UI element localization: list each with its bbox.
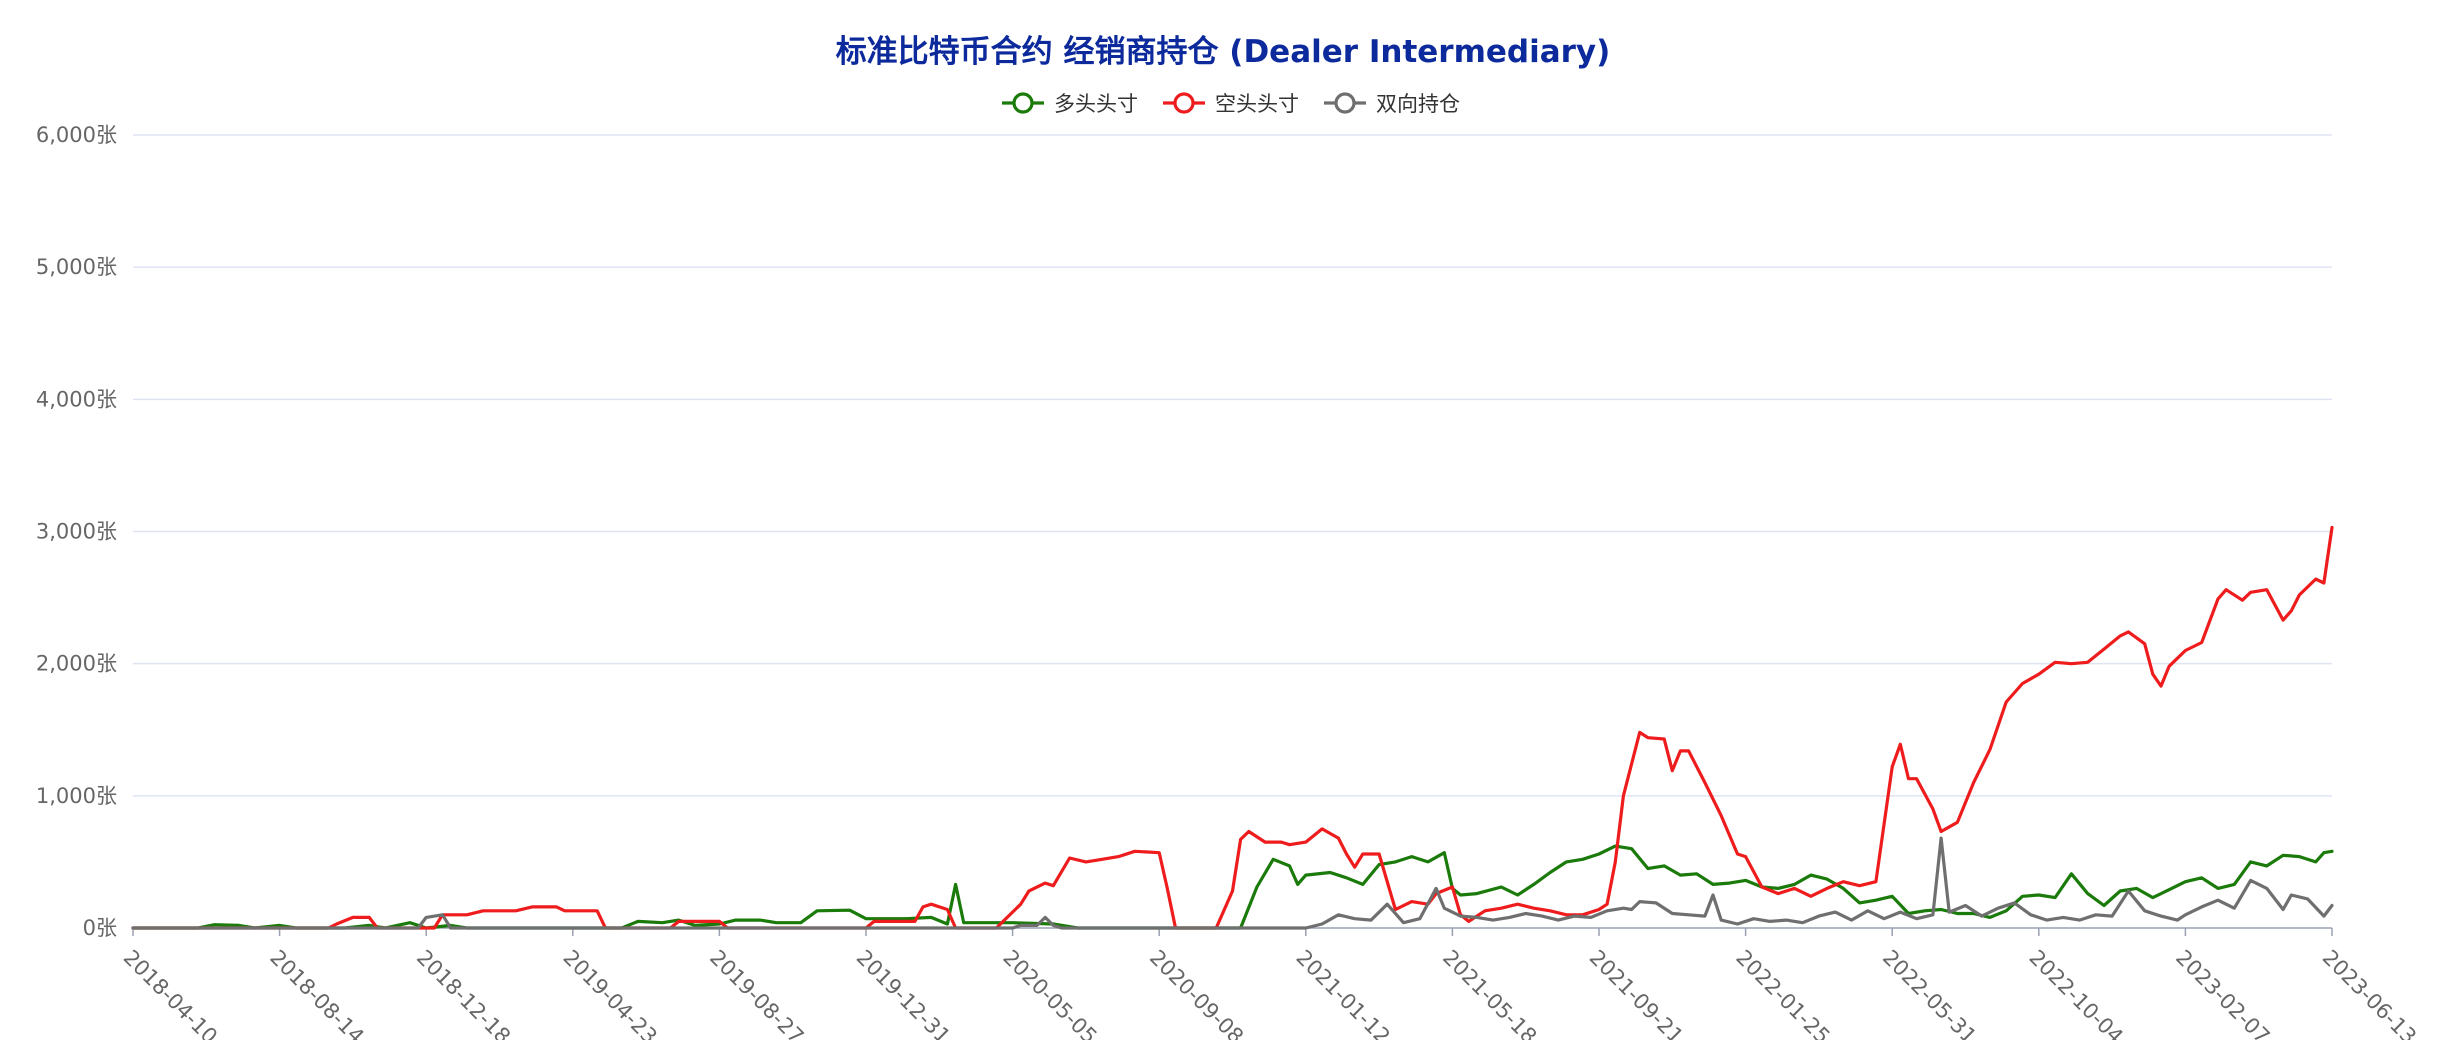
x-tick-label: 2022-10-04 bbox=[2025, 945, 2128, 1040]
x-tick-label: 2018-12-18 bbox=[412, 945, 515, 1040]
y-tick-label: 3,000张 bbox=[36, 520, 117, 544]
grid-lines bbox=[133, 134, 2332, 929]
x-axis: 2018-04-10 2018-08-14 2018-12-18 2019-04-23… bbox=[119, 928, 2421, 1044]
y-tick-label: 0张 bbox=[83, 916, 117, 940]
chart-title: 标准比特币合约 经销商持仓 (Dealer Intermediary) bbox=[836, 34, 1611, 70]
legend-marker bbox=[1334, 92, 1356, 114]
x-tick-label: 2021-05-18 bbox=[1438, 945, 1541, 1040]
x-tick-label: 2019-04-23 bbox=[559, 945, 662, 1040]
y-tick-label: 1,000张 bbox=[36, 784, 117, 808]
y-tick-label: 4,000张 bbox=[36, 387, 117, 411]
x-tick-label: 2018-08-14 bbox=[265, 945, 368, 1040]
legend-label: 双向持仓 bbox=[1376, 92, 1460, 116]
x-tick-label: 2022-01-25 bbox=[1731, 945, 1834, 1040]
legend: 多头头寸 空头头寸 双向持仓 bbox=[1002, 92, 1460, 116]
x-tick-label: 2021-09-21 bbox=[1585, 945, 1688, 1040]
series-line-1 bbox=[131, 525, 2334, 930]
x-tick-label: 2022-05-31 bbox=[1878, 945, 1981, 1040]
y-tick-label: 2,000张 bbox=[36, 652, 117, 676]
legend-label: 多头头寸 bbox=[1054, 92, 1138, 116]
legend-label: 空头头寸 bbox=[1215, 92, 1299, 116]
x-tick-label: 2021-01-12 bbox=[1292, 945, 1395, 1040]
x-tick-label: 2019-08-27 bbox=[705, 945, 808, 1040]
x-tick-label: 2019-12-31 bbox=[852, 945, 955, 1040]
legend-item[interactable]: 双向持仓 bbox=[1324, 92, 1460, 116]
legend-marker bbox=[1173, 92, 1195, 114]
legend-item[interactable]: 空头头寸 bbox=[1163, 92, 1299, 116]
legend-marker bbox=[1012, 92, 1034, 114]
series-lines bbox=[131, 525, 2334, 930]
y-tick-label: 6,000张 bbox=[36, 123, 117, 147]
y-axis: 0张 1,000张 2,000张 3,000张 4,000张 5,000张 6,000张 bbox=[36, 123, 117, 940]
y-tick-label: 5,000张 bbox=[36, 255, 117, 279]
legend-item[interactable]: 多头头寸 bbox=[1002, 92, 1138, 116]
series-line-2 bbox=[131, 836, 2334, 930]
x-tick-label: 2018-04-10 bbox=[119, 945, 222, 1040]
x-tick-label: 2020-09-08 bbox=[1145, 945, 1248, 1040]
x-tick-label: 2023-02-07 bbox=[2171, 945, 2274, 1040]
x-tick-label: 2020-05-05 bbox=[998, 945, 1101, 1040]
x-tick-label: 2023-06-13 bbox=[2318, 945, 2421, 1040]
